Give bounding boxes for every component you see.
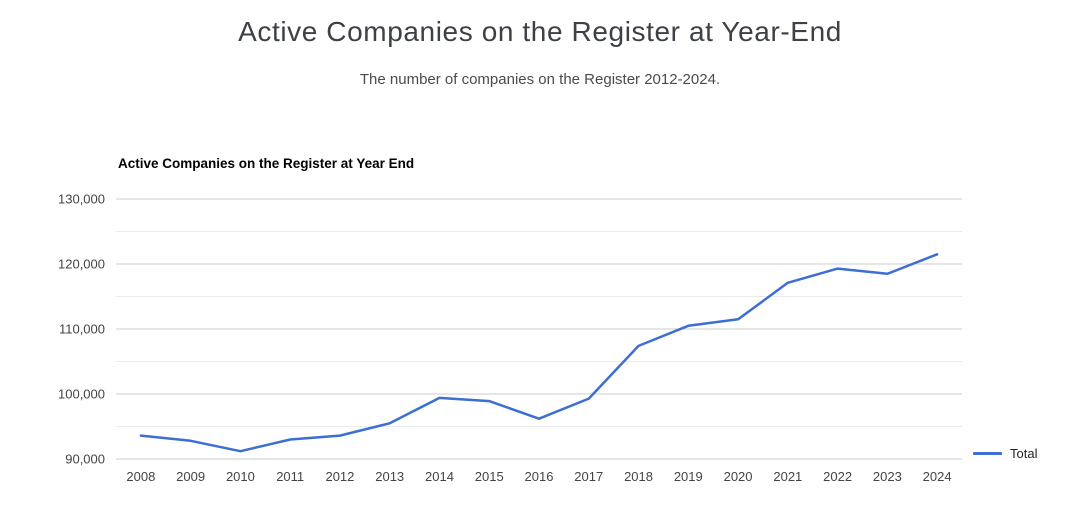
svg-text:2019: 2019 [674,469,703,484]
svg-text:2021: 2021 [773,469,802,484]
chart-title: Active Companies on the Register at Year… [118,156,415,171]
y-axis-labels: 90,000 100,000 110,000 120,000 130,000 [58,192,105,467]
x-axis-labels: 2008 2009 2010 2011 2012 2013 2014 2015 2016 2017… [126,469,951,484]
svg-text:2023: 2023 [873,469,902,484]
svg-text:2009: 2009 [176,469,205,484]
line-chart: Active Companies on the Register at Year… [0,134,1080,514]
svg-text:2016: 2016 [525,469,554,484]
svg-text:2013: 2013 [375,469,404,484]
svg-text:2020: 2020 [724,469,753,484]
svg-text:2011: 2011 [276,469,304,484]
svg-text:2008: 2008 [126,469,155,484]
svg-text:2024: 2024 [923,469,952,484]
legend-label: Total [1010,445,1038,461]
svg-text:2010: 2010 [226,469,255,484]
svg-text:2018: 2018 [624,469,653,484]
svg-text:2015: 2015 [475,469,504,484]
svg-text:2022: 2022 [823,469,852,484]
svg-text:130,000: 130,000 [58,192,105,207]
svg-text:2014: 2014 [425,469,454,484]
page-subtitle: The number of companies on the Register … [359,71,721,88]
series-line-total [139,253,939,453]
page-title: Active Companies on the Register at Year… [238,16,842,47]
major-gridlines [116,198,962,460]
svg-text:90,000: 90,000 [65,452,105,467]
svg-text:120,000: 120,000 [58,257,105,272]
legend: Total [973,445,1038,461]
svg-text:2012: 2012 [325,469,354,484]
legend-line-swatch [973,451,1002,455]
svg-text:2017: 2017 [574,469,603,484]
minor-gridlines [116,231,962,427]
svg-text:100,000: 100,000 [58,387,105,402]
svg-text:110,000: 110,000 [59,322,105,337]
